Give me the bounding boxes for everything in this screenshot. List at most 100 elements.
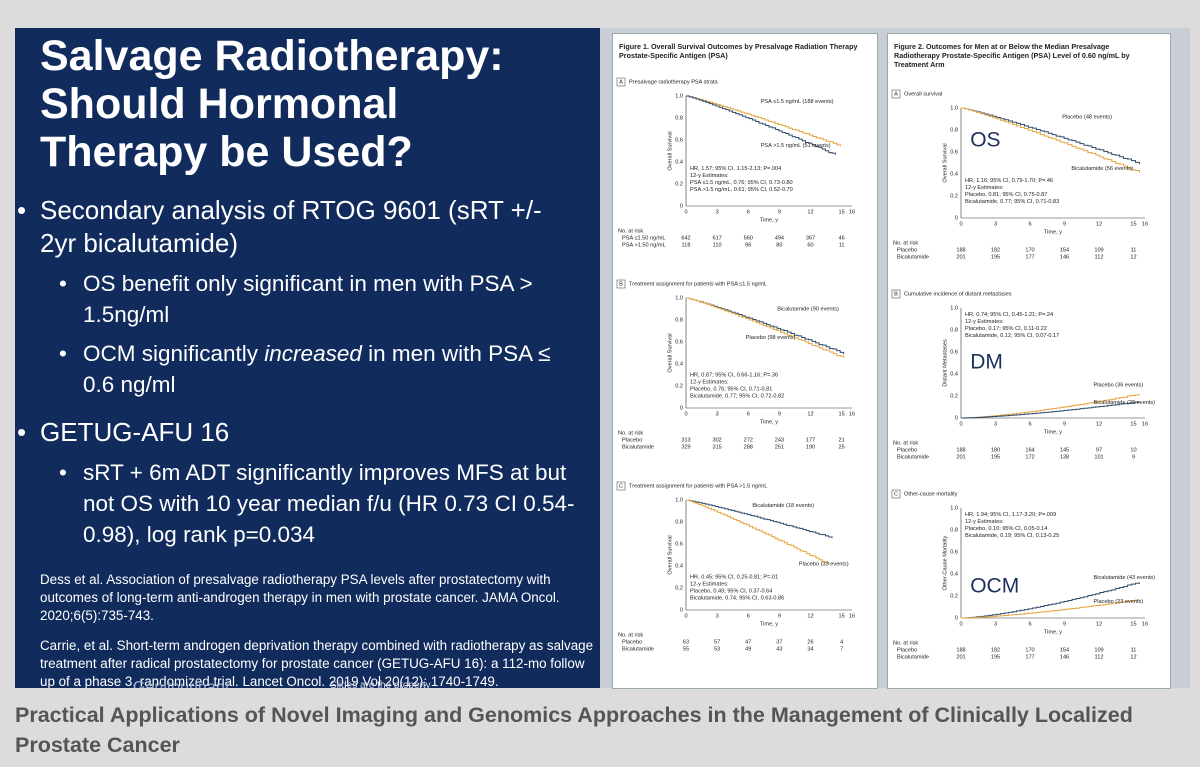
at-risk-value: 170 bbox=[1025, 647, 1034, 653]
at-risk-value: 201 bbox=[956, 454, 965, 460]
x-axis-label: Time, y bbox=[760, 217, 778, 223]
reference: Dess et al. Association of presalvage ra… bbox=[40, 572, 560, 623]
bullet-text: in men with PSA ≤ 0.6 ng/ml bbox=[83, 341, 551, 397]
x-axis-label: Time, y bbox=[1044, 429, 1062, 435]
y-axis-label: Overall Survival bbox=[667, 535, 673, 574]
curve-label: Placebo (98 events) bbox=[746, 335, 796, 341]
at-risk-value: 188 bbox=[956, 647, 965, 653]
km-curve bbox=[961, 599, 1140, 619]
stat-line: Bicalutamide, 0.77; 95% CI, 0.71-0.83 bbox=[965, 199, 1059, 205]
at-risk-value: 182 bbox=[991, 647, 1000, 653]
at-risk-name: Bicalutamide bbox=[897, 254, 929, 260]
x-tick-label: 6 bbox=[1028, 421, 1031, 427]
y-tick-label: 0 bbox=[955, 615, 958, 621]
at-risk-value: 47 bbox=[745, 639, 751, 645]
x-tick-label: 0 bbox=[959, 621, 962, 627]
stat-line: 12-y Estimates: bbox=[690, 581, 729, 587]
y-axis-label: Overall Survival bbox=[942, 143, 948, 182]
at-risk-value: 617 bbox=[712, 235, 721, 241]
curve-label: Placebo (36 events) bbox=[1093, 382, 1143, 388]
reference: Carrie, et al. Short-term androgen depri… bbox=[40, 638, 594, 688]
y-tick-label: 0.8 bbox=[675, 317, 683, 323]
y-tick-label: 0.2 bbox=[950, 193, 958, 199]
title-line: Salvage Radiotherapy: bbox=[40, 32, 504, 80]
at-risk-value: 53 bbox=[714, 646, 720, 652]
at-risk-value: 25 bbox=[839, 444, 845, 450]
x-tick-label: 3 bbox=[994, 621, 997, 627]
at-risk-value: 49 bbox=[745, 646, 751, 652]
at-risk-value: 642 bbox=[681, 235, 690, 241]
at-risk-value: 195 bbox=[991, 454, 1000, 460]
stat-line: 12-y Estimates: bbox=[965, 519, 1004, 525]
stat-line: Bicalutamide, 0.19; 95% CI, 0.13-0.25 bbox=[965, 533, 1059, 539]
figure-title: Figure 2. Outcomes for Men at or Below t… bbox=[894, 42, 1130, 69]
at-risk-value: 560 bbox=[744, 235, 753, 241]
footer-note: Slides are the property bbox=[330, 680, 431, 688]
at-risk-value: 180 bbox=[991, 447, 1000, 453]
at-risk-value: 182 bbox=[991, 247, 1000, 253]
at-risk-name: Placebo bbox=[897, 447, 917, 453]
km-curve bbox=[961, 107, 1140, 165]
x-tick-label: 0 bbox=[959, 421, 962, 427]
at-risk-value: 272 bbox=[744, 437, 753, 443]
panel-label: B bbox=[894, 291, 898, 297]
x-axis-label: Time, y bbox=[1044, 629, 1062, 635]
x-tick-label: 0 bbox=[684, 411, 687, 417]
at-risk-value: 313 bbox=[681, 437, 690, 443]
x-tick-label: 12 bbox=[1096, 421, 1102, 427]
stat-line: HR, 0.74; 95% CI, 0.45-1.21; P=.24 bbox=[965, 312, 1053, 318]
at-risk-value: 201 bbox=[956, 254, 965, 260]
x-tick-label: 16 bbox=[849, 613, 855, 619]
x-tick-label: 3 bbox=[716, 411, 719, 417]
y-tick-label: 0 bbox=[680, 607, 683, 613]
panel-label-box bbox=[891, 489, 901, 499]
at-risk-value: 302 bbox=[712, 437, 721, 443]
bullet-text: OS benefit only significant in men with … bbox=[83, 271, 533, 327]
at-risk-value: 112 bbox=[1095, 654, 1104, 660]
curve-label: Bicalutamide (28 events) bbox=[1093, 400, 1155, 406]
y-tick-label: 0.2 bbox=[950, 593, 958, 599]
x-tick-label: 9 bbox=[778, 411, 781, 417]
y-tick-label: 1.0 bbox=[675, 295, 683, 301]
x-tick-label: 15 bbox=[839, 613, 845, 619]
km-curve bbox=[686, 95, 836, 155]
stat-line: Placebo, 0.81; 95% CI, 0.75-0.87 bbox=[965, 192, 1047, 198]
stat-line: HR, 1.94; 95% CI, 1.17-3.20; P=.009 bbox=[965, 512, 1056, 518]
y-tick-label: 0.2 bbox=[675, 585, 683, 591]
y-axis-label: Other-Cause Mortality bbox=[942, 535, 948, 590]
panel-label-box bbox=[616, 77, 626, 87]
curve-label: Placebo (48 events) bbox=[1062, 114, 1112, 120]
curve-label: Bicalutamide (43 events) bbox=[1093, 575, 1155, 581]
at-risk-value: 329 bbox=[681, 444, 690, 450]
x-tick-label: 9 bbox=[1063, 621, 1066, 627]
at-risk-value: 201 bbox=[956, 654, 965, 660]
at-risk-value: 172 bbox=[1025, 454, 1034, 460]
y-tick-label: 0.4 bbox=[950, 171, 958, 177]
km-curve bbox=[686, 297, 845, 358]
at-risk-name: Placebo bbox=[897, 247, 917, 253]
at-risk-header: No. at risk bbox=[618, 228, 643, 234]
at-risk-value: 112 bbox=[1095, 254, 1104, 260]
stat-line: Placebo, 0.17; 95% CI, 0.11-0.22 bbox=[965, 326, 1047, 332]
at-risk-name: Bicalutamide bbox=[622, 444, 654, 450]
big-label: OCM bbox=[970, 575, 1019, 598]
y-tick-label: 1.0 bbox=[950, 105, 958, 111]
at-risk-value: 9 bbox=[1132, 454, 1135, 460]
at-risk-name: Bicalutamide bbox=[897, 654, 929, 660]
y-tick-label: 0.2 bbox=[950, 393, 958, 399]
y-tick-label: 0.4 bbox=[675, 563, 683, 569]
x-tick-label: 12 bbox=[807, 209, 813, 215]
references: Dess et al. Association of presalvage ra… bbox=[40, 571, 600, 688]
y-tick-label: 0.8 bbox=[675, 115, 683, 121]
km-curve bbox=[961, 401, 1140, 419]
at-risk-value: 195 bbox=[991, 654, 1000, 660]
panel-label-box bbox=[891, 289, 901, 299]
x-axis-label: Time, y bbox=[1044, 229, 1062, 235]
at-risk-value: 37 bbox=[776, 639, 782, 645]
stat-line: 12-y Estimates: bbox=[690, 173, 729, 179]
at-risk-header: No. at risk bbox=[618, 430, 643, 436]
curve-label: Placebo (23 events) bbox=[1093, 599, 1143, 605]
panel-label-box bbox=[616, 279, 626, 289]
at-risk-name: Bicalutamide bbox=[622, 646, 654, 652]
y-tick-label: 0.2 bbox=[675, 383, 683, 389]
